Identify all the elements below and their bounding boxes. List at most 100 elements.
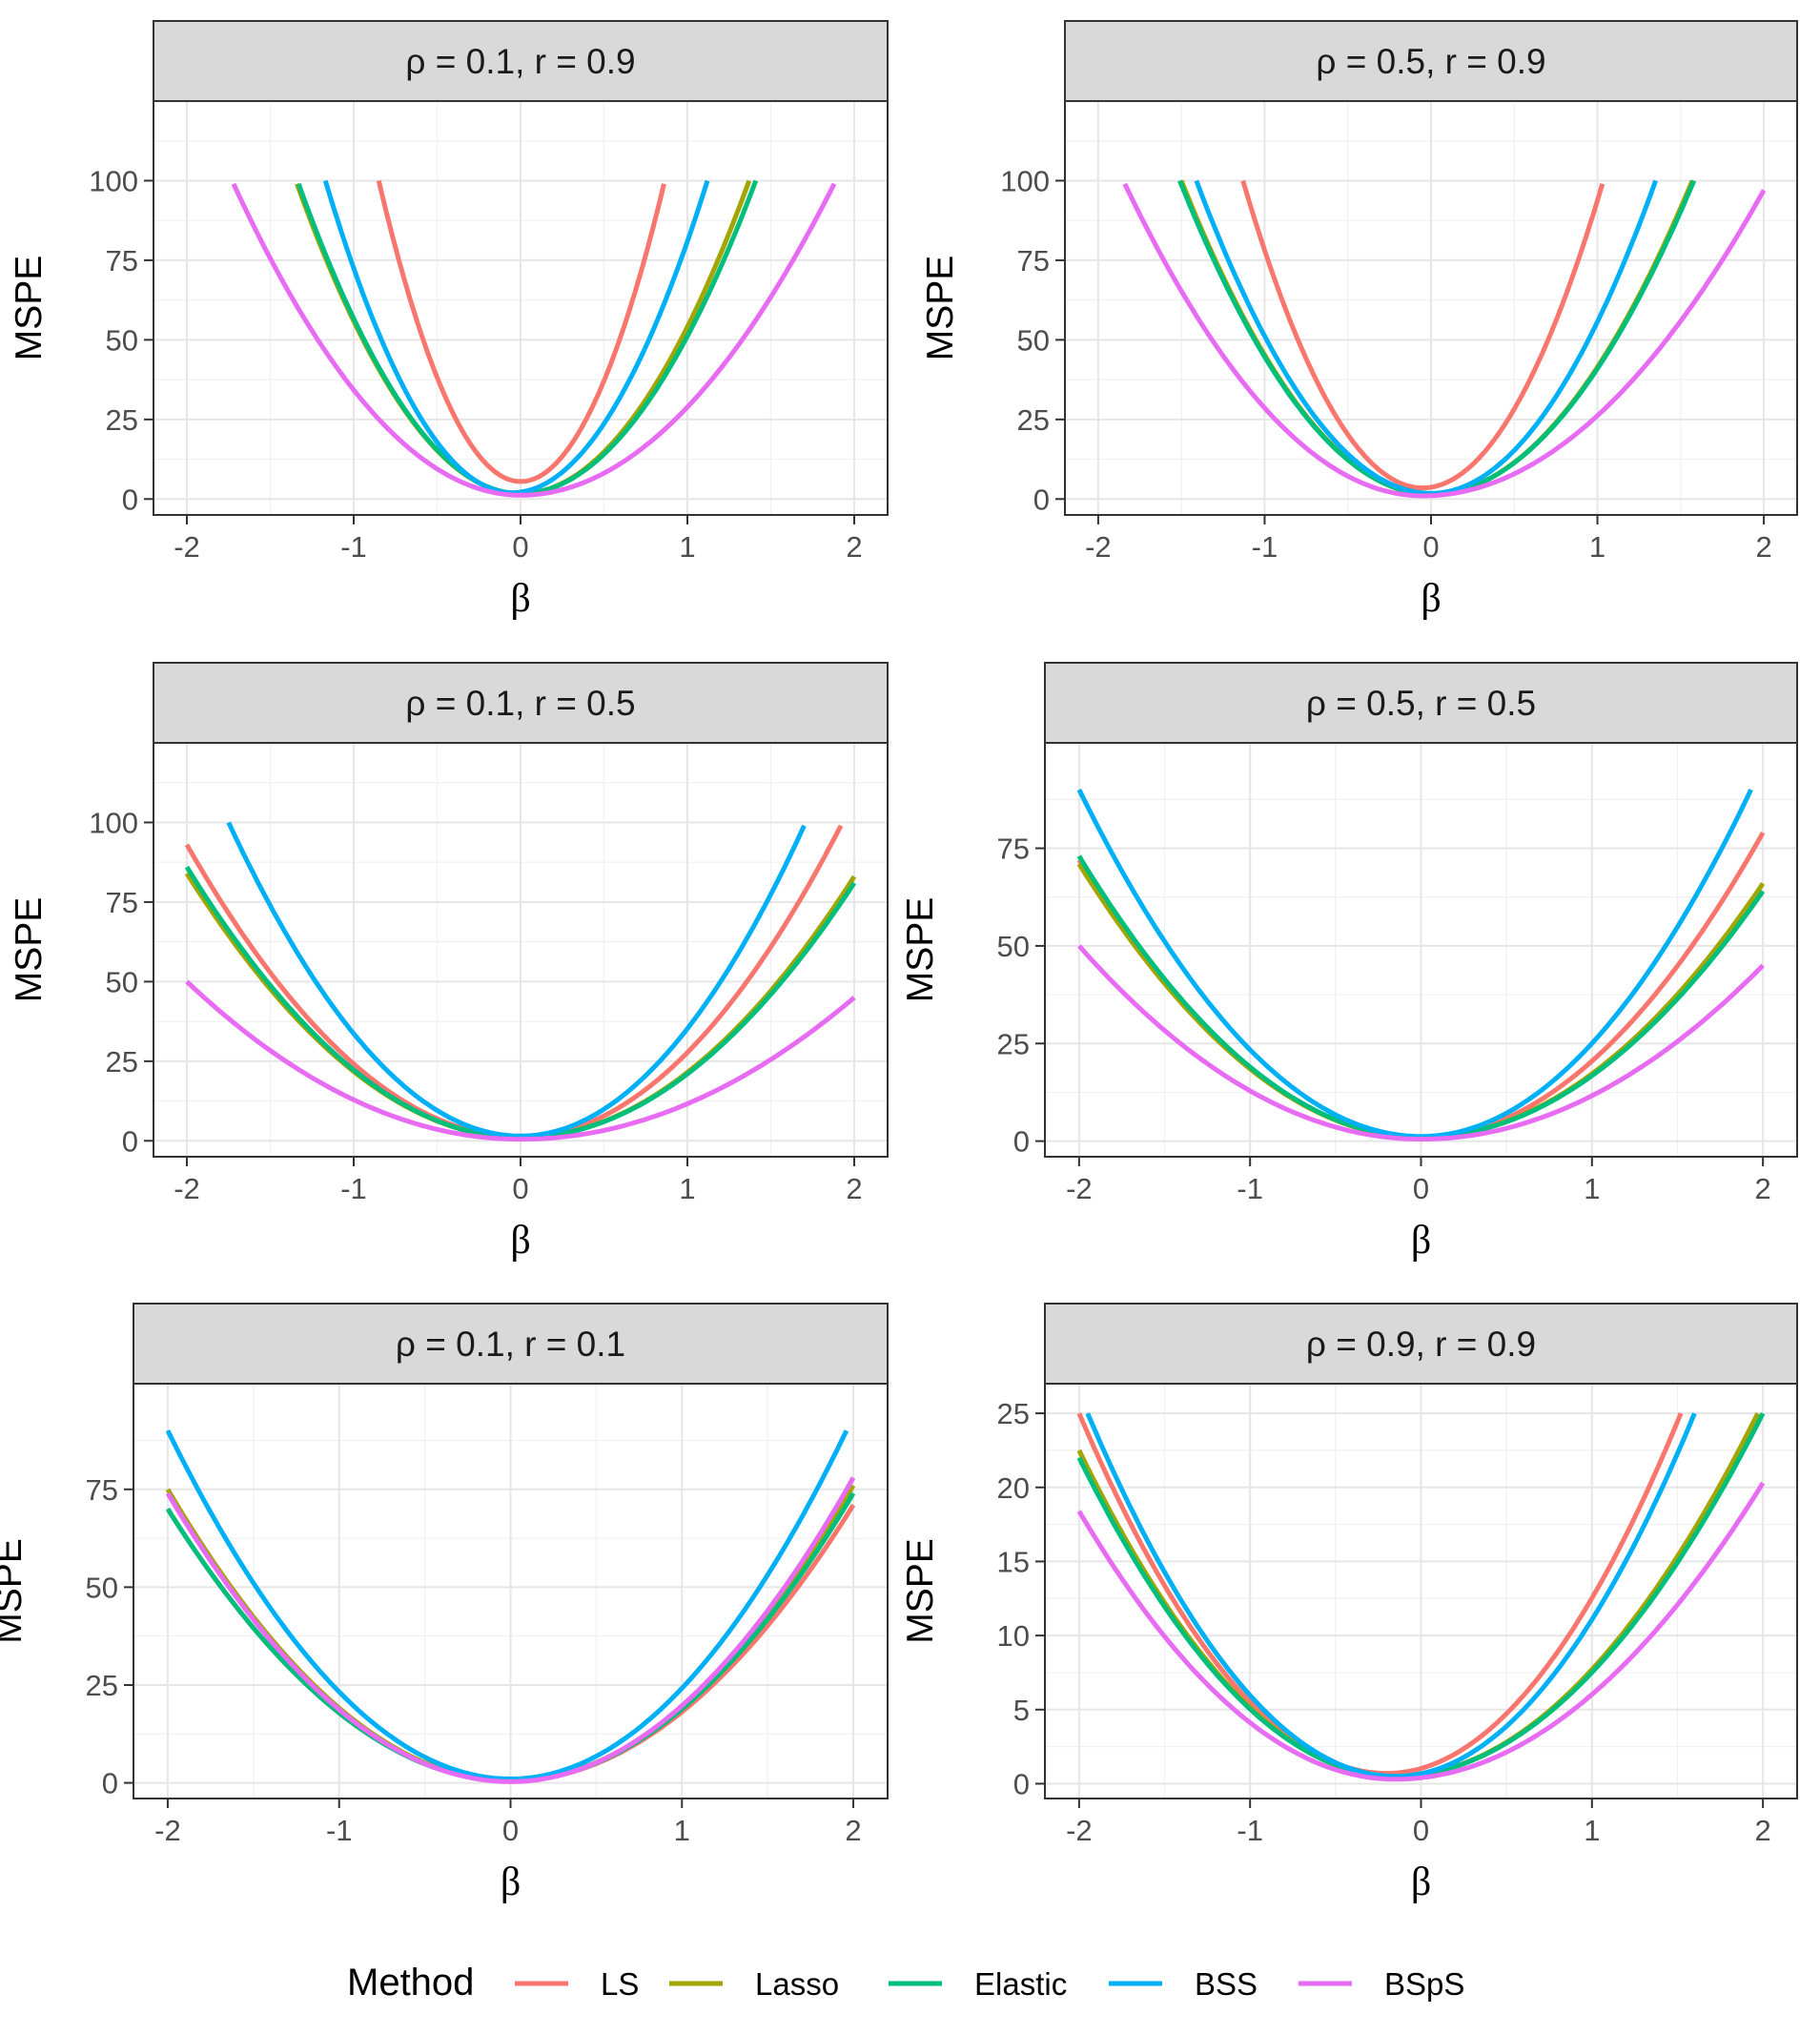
y-tick-label: 75 [997,832,1030,866]
y-tick-label: 20 [997,1471,1030,1505]
facet-strip-label: ρ = 0.1, r = 0.5 [405,684,635,723]
panel-1: ρ = 0.1, r = 0.9 0 25 50 75 100 -2 -1 0 1 2 β MSPE [9,20,889,621]
x-tick-label: 2 [1755,1172,1771,1205]
panel-4: ρ = 0.5, r = 0.5 0 25 50 75 -2 -1 0 1 2 β MSPE [900,662,1798,1263]
y-tick-label: 0 [1033,483,1050,516]
x-tick-label: 0 [1422,530,1439,564]
y-tick-label: 75 [106,244,138,278]
x-axis-title: β [1411,1860,1431,1904]
x-tick-label: 0 [512,530,528,564]
series-line-bss [322,179,710,496]
series-lines [231,179,837,498]
x-tick-label: -2 [1066,1814,1093,1847]
y-tick-label: 25 [997,1027,1030,1060]
legend-label-ls: LS [601,1966,639,2002]
y-tick-label: 50 [106,965,138,998]
x-tick-label: -2 [174,1172,200,1205]
series-lines [184,821,857,1142]
series-line-bsps [1077,944,1765,1142]
x-tick-label: -1 [1237,1814,1263,1847]
facet-strip [133,1303,889,1385]
series-line-bss [1085,1412,1697,1779]
series-lines [1076,788,1766,1142]
y-tick-label: 100 [89,806,138,839]
y-tick-label: 15 [997,1545,1030,1578]
x-axis-title: β [510,577,530,621]
y-tick-label: 75 [106,886,138,919]
series-lines [165,1429,856,1784]
series-line-bsps [185,979,856,1142]
y-tick-label: 5 [1013,1694,1030,1727]
x-tick-label: -1 [340,1172,367,1205]
y-tick-label: 0 [122,1124,138,1158]
x-tick-label: -2 [1066,1172,1093,1205]
y-tick-label: 0 [1013,1125,1030,1159]
x-tick-label: -1 [1237,1172,1263,1205]
facet-strip-label: ρ = 0.9, r = 0.9 [1306,1325,1536,1364]
x-axis-title: β [510,1219,530,1263]
y-axis-title: MSPE [900,897,941,1003]
y-tick-label: 100 [1000,164,1050,197]
panel-2: ρ = 0.5, r = 0.9 0 25 50 75 100 -2 -1 0 1 2 β MSPE [920,20,1798,621]
facet-strip [1044,662,1798,744]
facet-strip [1064,20,1798,102]
y-tick-label: 25 [997,1397,1030,1430]
x-tick-label: 0 [1413,1172,1429,1205]
x-tick-label: -1 [326,1814,353,1847]
y-axis-title: MSPE [0,1538,30,1644]
legend-label-bss: BSS [1195,1966,1258,2002]
y-tick-label: 0 [102,1767,118,1800]
x-tick-label: 2 [846,530,862,564]
series-line-bss [1076,788,1753,1140]
facet-strip [153,20,889,102]
y-tick-label: 75 [86,1473,118,1507]
legend: Method LS Lasso Elastic BSS BSpS [347,1962,1464,2004]
x-tick-label: 1 [1584,1814,1600,1847]
series-line-ls [376,179,666,484]
y-tick-label: 10 [997,1619,1030,1653]
y-tick-label: 25 [86,1669,118,1702]
y-tick-label: 50 [997,930,1030,963]
panel-5: ρ = 0.1, r = 0.1 0 25 50 75 -2 -1 0 1 2 β MSPE [0,1303,889,1904]
x-tick-label: 1 [1589,530,1605,564]
y-axis-title: MSPE [9,256,50,361]
y-tick-label: 50 [1017,323,1050,357]
x-tick-label: 1 [679,530,695,564]
x-tick-label: 1 [674,1814,690,1847]
y-tick-label: 100 [89,164,138,197]
series-line-bsps [1076,1481,1766,1782]
y-axis-title: MSPE [9,897,50,1003]
panel-6: ρ = 0.9, r = 0.9 0 5 10 15 20 25 -2 -1 0 1 2 β MSPE [900,1303,1798,1904]
x-tick-label: 2 [846,1172,862,1205]
y-axis-title: MSPE [920,256,961,361]
x-tick-label: 2 [1755,530,1771,564]
series-line-bss [1194,179,1658,496]
facet-strip [153,662,889,744]
facet-strip [1044,1303,1798,1385]
y-axis-title: MSPE [900,1538,941,1644]
facet-strip-label: ρ = 0.5, r = 0.5 [1306,684,1536,723]
x-tick-label: -2 [174,530,200,564]
y-tick-label: 25 [1017,403,1050,437]
x-axis-title: β [1421,577,1441,621]
series-lines [1122,179,1767,499]
x-tick-label: 2 [1755,1814,1771,1847]
legend-label-elastic: Elastic [974,1966,1067,2002]
x-tick-label: -1 [340,530,367,564]
panel-3: ρ = 0.1, r = 0.5 0 25 50 75 100 -2 -1 0 1 2 β MSPE [9,662,889,1263]
x-tick-label: 1 [679,1172,695,1205]
y-tick-label: 25 [106,403,138,437]
legend-label-bsps: BSpS [1384,1966,1464,2002]
series-line-bsps [231,182,837,498]
x-tick-label: -2 [154,1814,181,1847]
x-tick-label: 0 [512,1172,528,1205]
legend-title: Method [347,1962,474,2004]
series-line-ls [1240,179,1605,491]
y-tick-label: 0 [122,483,138,516]
y-tick-label: 50 [106,323,138,357]
x-tick-label: 0 [1413,1814,1429,1847]
facet-strip-label: ρ = 0.1, r = 0.9 [405,42,635,81]
series-lines [1076,1411,1766,1782]
